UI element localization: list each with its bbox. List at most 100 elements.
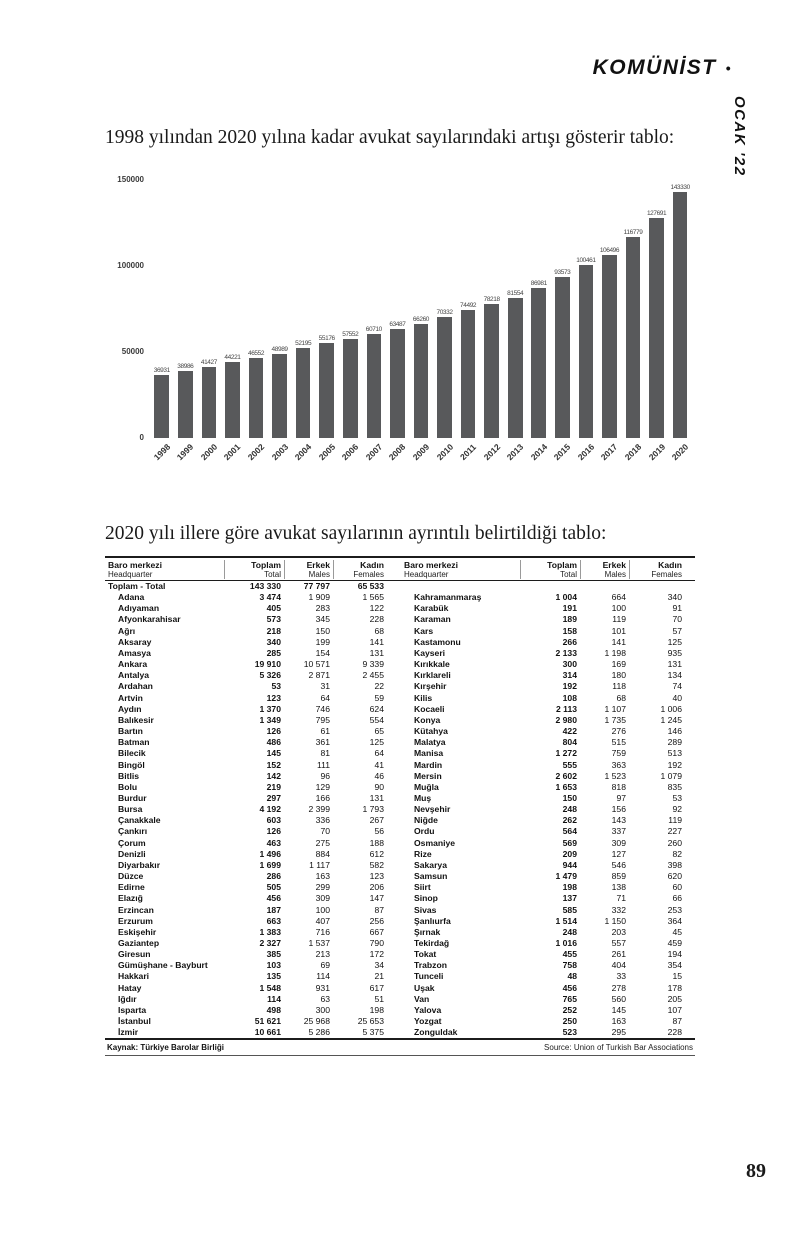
city-name-cell: Gümüşhane - Bayburt	[118, 960, 208, 971]
bar-value-label: 70332	[436, 309, 453, 316]
males-cell: 118	[612, 681, 626, 692]
total-cell: 523	[562, 1027, 577, 1038]
x-tick-label: 2004	[292, 441, 314, 463]
city-name-cell: Kırşehir	[414, 681, 447, 692]
total-cell: 19 910	[254, 659, 281, 670]
city-name-cell: Malatya	[414, 737, 446, 748]
males-cell: 1 198	[604, 647, 626, 658]
males-cell: 283	[315, 603, 330, 614]
males-cell: 71	[616, 893, 626, 904]
city-name-cell: Afyonkarahisar	[118, 614, 181, 625]
x-tick: 2000	[197, 438, 221, 468]
females-cell: 256	[369, 915, 384, 926]
males-cell: 345	[315, 614, 330, 625]
total-cell: 248	[562, 926, 577, 937]
females-cell: 790	[369, 938, 384, 948]
females-cell: 68	[374, 625, 384, 636]
row-spacer	[387, 826, 401, 837]
bar-value-label: 44221	[224, 353, 241, 361]
x-tick: 2001	[221, 438, 245, 468]
total-cell: 573	[266, 614, 281, 625]
row-spacer	[387, 693, 401, 704]
total-cell: 455	[562, 949, 577, 960]
table-row: Ağrı 218 150 68 Kars 158 101 57	[105, 626, 695, 637]
males-cell: 100	[315, 904, 330, 915]
females-cell: 60	[672, 882, 682, 893]
females-cell: 228	[369, 614, 384, 625]
total-cell: 804	[562, 737, 577, 748]
bar-value-label: 116779	[623, 229, 643, 237]
females-cell: 1 565	[362, 592, 384, 603]
females-cell: 65	[374, 726, 384, 737]
males-cell: 69	[320, 960, 330, 971]
males-cell: 664	[611, 592, 626, 603]
chart-bar	[225, 361, 240, 438]
x-tick-label: 2016	[575, 441, 597, 463]
females-cell: 172	[369, 949, 384, 960]
city-name-cell: Eskişehir	[118, 926, 157, 937]
males-cell: 156	[611, 804, 626, 815]
males-cell: 5 286	[308, 1027, 330, 1038]
row-spacer	[387, 581, 401, 592]
males-cell: 884	[315, 848, 330, 859]
females-cell: 40	[672, 692, 682, 703]
city-name-cell: Bingöl	[118, 759, 145, 770]
row-spacer	[387, 726, 401, 737]
total-cell: 1 272	[555, 748, 577, 759]
table-row: İzmir 10 661 5 286 5 375 Zonguldak 523 295 228	[105, 1027, 695, 1038]
females-cell: 21	[374, 971, 384, 982]
males-cell: 336	[315, 815, 330, 826]
males-cell: 309	[611, 837, 626, 848]
city-name-cell: Tekirdağ	[414, 938, 450, 948]
row-spacer	[387, 748, 401, 759]
city-name-cell: Çankırı	[118, 826, 148, 837]
header-male-right: Erkek Males	[580, 560, 629, 579]
chart-bar-group: 116779	[621, 180, 645, 438]
males-cell: 141	[611, 636, 626, 647]
y-tick-label: 100000	[117, 261, 144, 270]
chart-bar	[154, 374, 170, 438]
total-cell: 340	[266, 636, 281, 647]
females-cell: 125	[667, 636, 682, 647]
x-tick: 2008	[386, 438, 410, 468]
males-cell: 213	[315, 949, 330, 960]
total-cell: 463	[266, 837, 281, 848]
chart-bar	[578, 265, 594, 438]
empty-cell	[580, 581, 629, 592]
total-cell: 4 192	[259, 804, 281, 815]
total-cell: 2 133	[555, 647, 577, 658]
city-name-cell: Çanakkale	[118, 815, 161, 826]
total-cell: 1 496	[259, 848, 281, 859]
x-tick: 2005	[315, 438, 339, 468]
y-tick-label: 150000	[117, 175, 144, 184]
city-name-cell: Çorum	[118, 837, 146, 848]
total-cell: 2 113	[555, 703, 577, 714]
table-row: Düzce 286 163 123 Samsun 1 479 859 620	[105, 871, 695, 882]
table-row: Adana 3 474 1 909 1 565 Kahramanmaraş 1 004 66…	[105, 592, 695, 603]
bar-value-label: 63487	[389, 320, 406, 328]
total-cell: 103	[266, 960, 281, 971]
table-row: Bingöl 152 111 41 Mardin 555 363 192	[105, 760, 695, 771]
total-cell: 505	[266, 882, 281, 893]
males-cell: 143	[611, 815, 626, 826]
city-name-cell: Düzce	[118, 871, 144, 882]
table-row: Hakkari 135 114 21 Tunceli 48 33 15	[105, 971, 695, 982]
bar-value-label: 74492	[460, 301, 477, 309]
total-cell: 405	[266, 603, 281, 614]
total-cell: 765	[562, 993, 577, 1004]
bar-value-label: 41427	[200, 358, 217, 366]
total-cell: 252	[562, 1004, 577, 1015]
city-name-cell: Kilis	[414, 692, 433, 703]
males-cell: 859	[611, 871, 626, 882]
females-cell: 56	[374, 826, 384, 837]
header-female-right: Kadın Females	[629, 560, 685, 579]
chart-bar-group: 46552	[244, 180, 268, 438]
city-name-cell: Hatay	[118, 982, 142, 993]
bar-value-label: 60710	[365, 325, 382, 333]
x-tick-label: 2013	[504, 441, 526, 463]
row-spacer	[387, 637, 401, 648]
males-cell: 309	[315, 893, 330, 904]
table-row: Gaziantep 2 327 1 537 790 Tekirdağ 1 016 557 45…	[105, 938, 695, 949]
total-cell: 456	[266, 893, 281, 904]
chart-bar-group: 74492	[456, 180, 480, 438]
